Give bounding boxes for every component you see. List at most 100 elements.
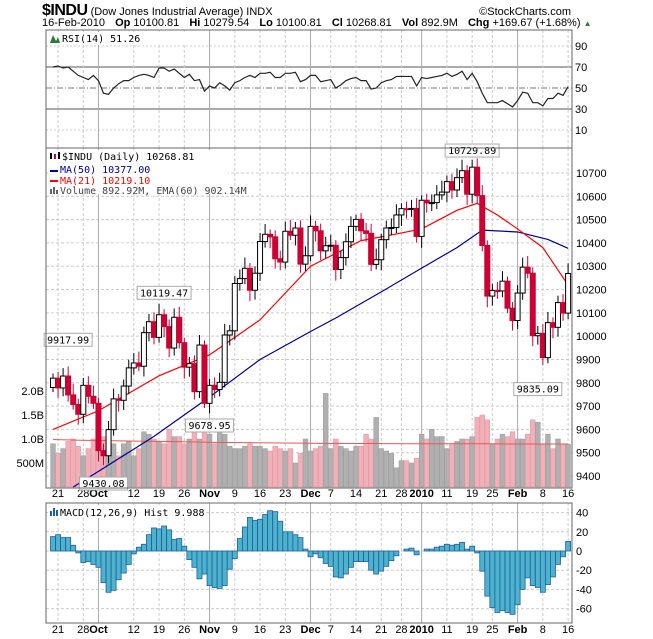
volume-bar bbox=[373, 417, 379, 488]
candle-body bbox=[50, 377, 56, 388]
price-tick-label: 9700 bbox=[576, 401, 600, 413]
date-label: Oct bbox=[89, 488, 108, 500]
volume-bar bbox=[55, 453, 61, 488]
volume-bar bbox=[70, 438, 76, 488]
rsi-tick-label: 70 bbox=[575, 62, 587, 74]
candle-body bbox=[201, 344, 208, 404]
macd-histogram-bar bbox=[378, 550, 385, 572]
date-label: 19 bbox=[466, 488, 478, 500]
date-label: 23 bbox=[279, 624, 291, 636]
open-label: Op bbox=[115, 17, 131, 29]
date-label: Oct bbox=[89, 624, 108, 636]
volume-bar bbox=[277, 448, 283, 488]
price-tick-label: 10400 bbox=[576, 238, 607, 250]
date-label: Feb bbox=[508, 488, 528, 500]
candle-body bbox=[267, 233, 274, 238]
volume-bar bbox=[156, 441, 162, 488]
volume-bar bbox=[388, 453, 395, 488]
candle-body bbox=[171, 316, 178, 349]
volume-bar bbox=[141, 431, 147, 488]
date-label: 14 bbox=[350, 488, 362, 500]
candle-body bbox=[459, 170, 466, 179]
volume-icon bbox=[50, 187, 58, 194]
rsi-tick-label: 50 bbox=[575, 83, 587, 95]
candle-body bbox=[539, 332, 546, 359]
volume-bar bbox=[307, 450, 314, 488]
candle-body bbox=[408, 207, 415, 210]
volume-bar bbox=[494, 438, 501, 488]
macd-histogram-bar bbox=[206, 550, 213, 586]
price-annotation-box bbox=[513, 382, 563, 397]
macd-histogram-bar bbox=[105, 550, 112, 593]
macd-tick-label: 0 bbox=[576, 546, 582, 558]
candle-body bbox=[196, 344, 203, 393]
low-label: Lo bbox=[259, 17, 273, 29]
macd-histogram-bar bbox=[534, 550, 541, 588]
candle-body bbox=[383, 227, 390, 241]
price-legend-bg bbox=[48, 150, 228, 194]
volume-bar bbox=[363, 433, 369, 488]
volume-bar bbox=[252, 445, 258, 488]
candle-body bbox=[55, 377, 62, 389]
volume-bar bbox=[267, 450, 273, 488]
date-label: 28 bbox=[395, 488, 407, 500]
macd-legend: MACD(12,26,9) Hist 9.988 bbox=[60, 508, 205, 519]
macd-histogram-bar bbox=[287, 531, 294, 552]
price-panel bbox=[45, 147, 573, 489]
ma50-line bbox=[72, 229, 569, 488]
volume-bar bbox=[419, 433, 425, 488]
macd-histogram-bar bbox=[196, 550, 203, 580]
volume-bar bbox=[509, 431, 516, 488]
candle-body bbox=[90, 395, 97, 404]
date-label: 12 bbox=[128, 488, 140, 500]
macd-histogram-bar bbox=[140, 543, 147, 552]
macd-histogram-bar bbox=[80, 550, 87, 563]
price-annotation-box bbox=[79, 476, 128, 491]
macd-histogram-bar bbox=[166, 529, 173, 552]
ma21-swatch-icon bbox=[50, 180, 58, 182]
price-annotation-box bbox=[444, 143, 500, 158]
candle-body bbox=[378, 239, 385, 261]
macd-histogram-bar bbox=[363, 550, 370, 562]
volume-bar bbox=[343, 448, 349, 488]
macd-histogram-bar bbox=[514, 550, 521, 606]
candle-body bbox=[221, 334, 228, 383]
candle-body bbox=[115, 398, 122, 401]
candle-body bbox=[555, 302, 561, 328]
candle-body bbox=[287, 230, 294, 236]
candle-body bbox=[544, 322, 551, 359]
macd-histogram-bar bbox=[348, 550, 354, 568]
macd-histogram-bar bbox=[236, 538, 243, 552]
brand: ©StockCharts.com bbox=[479, 6, 571, 18]
macd-histogram-bar bbox=[555, 550, 561, 565]
volume-bar bbox=[242, 445, 248, 488]
candle-body bbox=[181, 342, 188, 368]
macd-histogram-bar bbox=[560, 550, 566, 558]
macd-histogram-bar bbox=[479, 550, 486, 572]
histogram-icon bbox=[50, 508, 58, 516]
macd-histogram-bar bbox=[474, 550, 481, 554]
macd-histogram-bar bbox=[176, 538, 183, 552]
macd-histogram-bar bbox=[241, 526, 248, 552]
volume-bar bbox=[211, 443, 218, 488]
candle-body bbox=[560, 302, 567, 314]
volume-bar bbox=[328, 448, 334, 488]
date-label: 25 bbox=[486, 624, 498, 636]
candle-body bbox=[312, 225, 319, 232]
date-label: 8 bbox=[540, 624, 546, 636]
candle-body bbox=[60, 375, 67, 389]
candle-body bbox=[514, 292, 521, 322]
candle-body bbox=[494, 289, 501, 292]
date-label: 21 bbox=[375, 624, 387, 636]
macd-histogram-bar bbox=[221, 550, 228, 586]
volume-bar bbox=[545, 433, 551, 488]
candle-body bbox=[342, 241, 349, 259]
candle-body bbox=[489, 289, 496, 297]
volume-bar bbox=[479, 414, 485, 488]
candle-body bbox=[302, 255, 309, 265]
macd-histogram-bar bbox=[191, 550, 198, 568]
ma50-swatch-icon bbox=[50, 170, 58, 172]
ma50-legend: MA(50) 10377.00 bbox=[60, 165, 150, 176]
date-label: 11 bbox=[441, 624, 452, 636]
volume-ema-line bbox=[52, 438, 569, 445]
